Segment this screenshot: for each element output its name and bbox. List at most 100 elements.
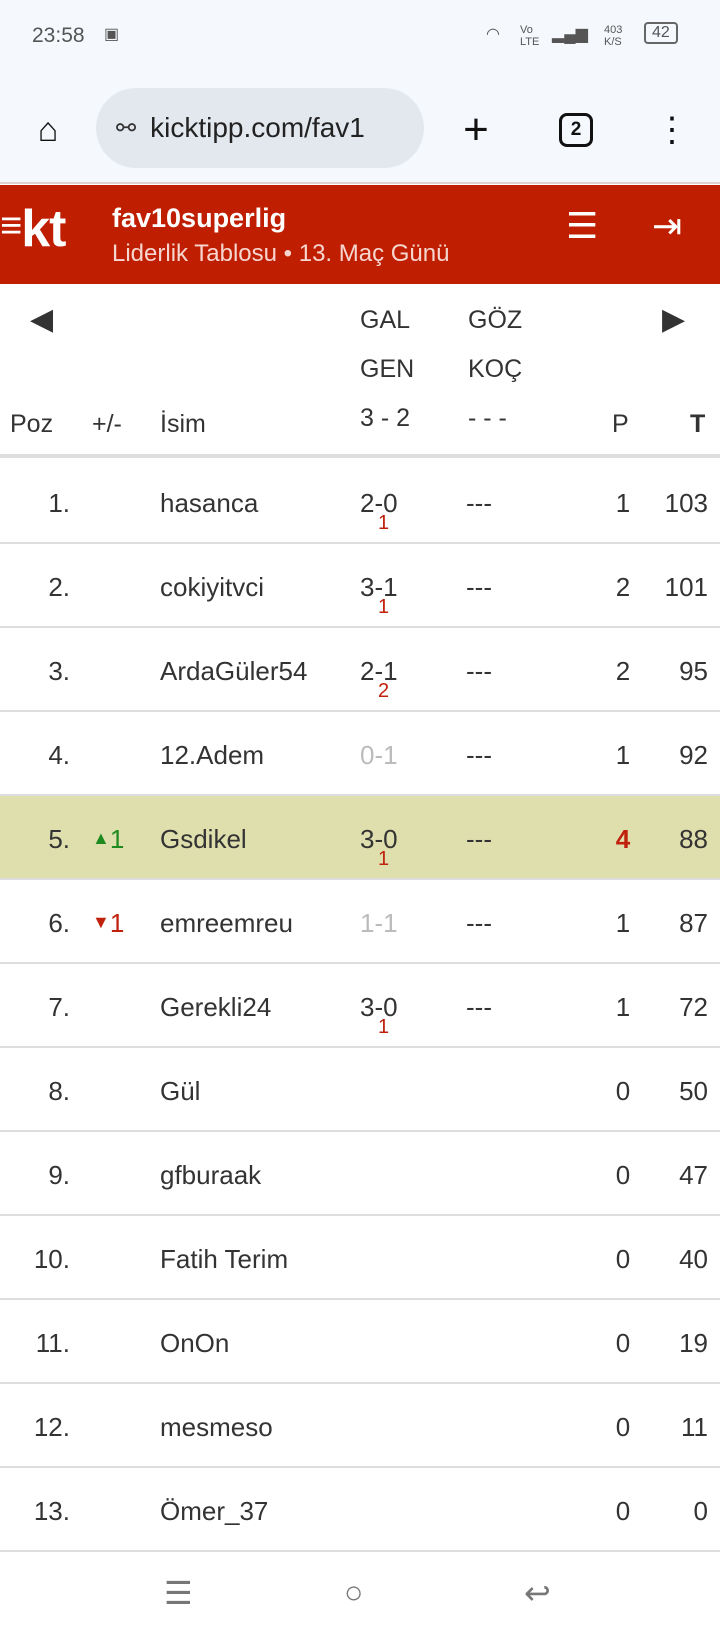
table-row[interactable]: 4. 12.Adem 0-1 --- 1 92 xyxy=(0,712,720,796)
home-button[interactable]: ⌂ xyxy=(20,100,76,160)
table-header: ◀ ▶ GAL GEN 3 - 2 GÖZ KOÇ - - - Poz +/- … xyxy=(0,284,720,458)
table-row[interactable]: 7. Gerekli24 3-0 1 --- 1 72 xyxy=(0,964,720,1048)
total-points: 11 xyxy=(681,1412,708,1442)
tip-points: 1 xyxy=(378,596,390,618)
match1-home: GAL xyxy=(360,306,411,334)
plus-icon: + xyxy=(463,105,489,154)
player-name[interactable]: Gsdikel xyxy=(160,824,247,854)
menu-logo-button[interactable]: ≡kt xyxy=(0,200,66,258)
total-points: 72 xyxy=(679,992,708,1022)
battery-icon: 42 xyxy=(644,22,678,44)
total-points: 101 xyxy=(664,572,708,602)
player-name[interactable]: Gerekli24 xyxy=(160,992,272,1022)
login-icon: ⇥ xyxy=(652,205,683,246)
matchday-points: 4 xyxy=(615,824,631,854)
total-points: 47 xyxy=(679,1160,708,1190)
total-points: 19 xyxy=(679,1328,708,1358)
hamburger-icon: ≡ xyxy=(0,205,22,247)
home-icon: ⌂ xyxy=(37,110,59,149)
match2-home: GÖZ xyxy=(468,306,523,334)
matchday-points: 0 xyxy=(615,1160,631,1190)
position: 10. xyxy=(33,1244,70,1274)
table-row[interactable]: 6. ▼1 emreemreu 1-1 --- 1 87 xyxy=(0,880,720,964)
table-row[interactable]: 5. ▲1 Gsdikel 3-0 1 --- 4 88 xyxy=(0,796,720,880)
col-total: T xyxy=(690,410,706,438)
player-name[interactable]: Gül xyxy=(160,1076,201,1106)
total-points: 95 xyxy=(679,656,708,686)
tab-switcher-button[interactable]: 2 xyxy=(548,100,604,160)
recent-apps-button[interactable]: ☰ xyxy=(164,1575,193,1611)
status-bar: 23:58 ▣ ◠ Vo LTE ▂▄▆ 403 K/S 42 xyxy=(0,0,720,80)
rank-change: ▲1 xyxy=(92,824,124,855)
match1-away: GEN xyxy=(360,355,415,383)
player-name[interactable]: Ömer_37 xyxy=(160,1496,269,1526)
login-button[interactable]: ⇥ xyxy=(652,205,682,247)
total-points: 88 xyxy=(679,824,708,854)
position: 3. xyxy=(48,656,70,686)
tip-points: 1 xyxy=(378,1016,390,1038)
table-row[interactable]: 8. Gül 0 50 xyxy=(0,1048,720,1132)
prev-matchday-button[interactable]: ◀ xyxy=(30,303,54,336)
table-row[interactable]: 2. cokiyitvci 3-1 1 --- 2 101 xyxy=(0,544,720,628)
table-row[interactable]: 3. ArdaGüler54 2-1 2 --- 2 95 xyxy=(0,628,720,712)
table-row[interactable]: 10. Fatih Terim 0 40 xyxy=(0,1216,720,1300)
matchday-points: 0 xyxy=(615,1076,631,1106)
tip-match2: --- xyxy=(466,488,492,518)
next-matchday-button[interactable]: ▶ xyxy=(662,303,686,336)
total-points: 50 xyxy=(679,1076,708,1106)
tip-match1: 3-0 xyxy=(360,992,398,1022)
tip-points: 1 xyxy=(378,512,390,534)
position: 13. xyxy=(33,1496,70,1526)
clock: 23:58 xyxy=(32,24,85,47)
network-type: Vo LTE xyxy=(520,24,540,48)
position: 11. xyxy=(35,1328,70,1358)
matchday-points: 0 xyxy=(615,1328,631,1358)
tip-match1: 1-1 xyxy=(360,908,398,938)
wifi-icon: ◠ xyxy=(486,26,500,43)
home-nav-button[interactable]: ○ xyxy=(344,1574,364,1610)
table-row[interactable]: 9. gfburaak 0 47 xyxy=(0,1132,720,1216)
table-row[interactable]: 13. Ömer_37 0 0 xyxy=(0,1468,720,1552)
player-name[interactable]: gfburaak xyxy=(160,1160,262,1190)
new-tab-button[interactable]: + xyxy=(448,100,504,160)
col-name: İsim xyxy=(160,410,206,438)
address-bar[interactable]: ⚯ kicktipp.com/fav1 xyxy=(96,88,424,168)
match2-result: - - - xyxy=(468,404,507,432)
tip-match2: --- xyxy=(466,572,492,602)
browser-toolbar: ⌂ ⚯ kicktipp.com/fav1 + 2 ⋮ xyxy=(0,80,720,184)
position: 6. xyxy=(48,908,70,938)
player-name[interactable]: cokiyitvci xyxy=(160,572,265,602)
tip-match1: 0-1 xyxy=(360,740,398,770)
matchday-points: 1 xyxy=(615,488,631,518)
position: 5. xyxy=(48,824,70,854)
tip-match1: 2-0 xyxy=(360,488,398,518)
player-name[interactable]: Fatih Terim xyxy=(160,1244,289,1274)
menu-button[interactable]: ⋮ xyxy=(644,100,700,160)
position: 1. xyxy=(48,488,70,518)
system-nav-bar: ☰ ○ ↩ xyxy=(0,1552,720,1640)
filter-icon: ☰ xyxy=(566,205,599,246)
player-name[interactable]: ArdaGüler54 xyxy=(160,656,308,686)
player-name[interactable]: mesmeso xyxy=(160,1412,273,1442)
rank-change-value: 1 xyxy=(109,824,125,854)
player-name[interactable]: 12.Adem xyxy=(160,740,265,770)
tip-match1: 2-1 xyxy=(360,656,398,686)
matchday-points: 1 xyxy=(615,740,631,770)
player-name[interactable]: emreemreu xyxy=(160,908,293,938)
table-row[interactable]: 12. mesmeso 0 11 xyxy=(0,1384,720,1468)
table-row[interactable]: 11. OnOn 0 19 xyxy=(0,1300,720,1384)
table-row[interactable]: 1. hasanca 2-0 1 --- 1 103 xyxy=(0,460,720,544)
tip-match2: --- xyxy=(466,992,492,1022)
rank-change-value: 1 xyxy=(109,908,125,938)
tip-match1: 3-1 xyxy=(360,572,398,602)
position: 12. xyxy=(33,1412,70,1442)
page-subtitle[interactable]: Liderlik Tablosu • 13. Maç Günü xyxy=(112,240,450,267)
site-settings-icon: ⚯ xyxy=(116,114,137,142)
back-button[interactable]: ↩ xyxy=(524,1575,551,1611)
total-points: 92 xyxy=(679,740,708,770)
filter-button[interactable]: ☰ xyxy=(566,205,598,247)
player-name[interactable]: OnOn xyxy=(160,1328,230,1358)
tab-count: 2 xyxy=(559,113,593,147)
match2-away: KOÇ xyxy=(468,355,523,383)
player-name[interactable]: hasanca xyxy=(160,488,259,518)
